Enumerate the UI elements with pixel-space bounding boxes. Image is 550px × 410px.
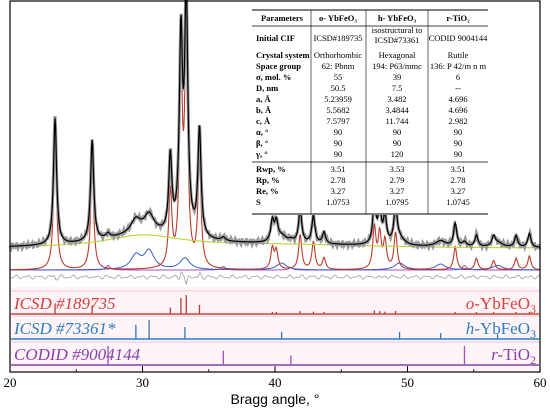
table-cell-12-r: 2.78: [451, 175, 466, 185]
calculated-curve: [9, 0, 541, 248]
table-cell-13-label: Re, %: [256, 186, 279, 196]
table-cell-4-h: 7.5: [392, 83, 403, 93]
h-phase-profile: [9, 248, 540, 271]
table-cell-2-label: Space group: [256, 61, 301, 71]
table-cell-5-o: 5.23959: [324, 94, 352, 104]
pattern-curves: [8, 0, 542, 285]
table-cell-8-r: 90: [454, 127, 463, 137]
table-cell-11-label: Rwp, %: [256, 164, 286, 174]
table-cell-3-h: 39: [393, 72, 402, 82]
table-cell-1-r: Rutile: [448, 50, 469, 60]
reference-rows: ICSD #189735 o-YbFeO3 ICSD #73361* h-YbFeO3…: [11, 290, 539, 367]
reference-phase-1: h-YbFeO3: [466, 319, 536, 341]
table-cell-10-label: γ, °: [255, 149, 268, 159]
table-cell-2-r: 136: P 42/m n m: [430, 61, 487, 71]
plot-bands: [11, 287, 539, 371]
table-cell-8-h: 90: [393, 127, 402, 137]
table-cell-11-h: 3.53: [390, 164, 405, 174]
table-cell-2-o: 62: Pbnm: [322, 61, 355, 71]
table-cell-5-h: 3.482: [387, 94, 406, 104]
table-cell-0-o: ICSD#189735: [313, 33, 362, 43]
table-cell-14-o: 1.0753: [326, 197, 349, 207]
table-cell-0-r: CODID 9004144: [429, 33, 489, 43]
table-cell-7-r: 2.982: [448, 116, 467, 126]
table-cell-9-label: β, °: [256, 138, 268, 148]
table-cell-13-h: 3.27: [390, 186, 405, 196]
table-cell-0-h-line2: ICSD#73361: [375, 35, 420, 45]
reference-tag-2: CODID #9004144: [14, 345, 141, 364]
table-cell-6-r: 4.696: [448, 105, 467, 115]
table-header-o-phase: o- YbFeO₃: [319, 13, 357, 23]
x-axis-label: Bragg angle, °: [231, 391, 320, 407]
table-cell-11-r: 3.51: [451, 164, 466, 174]
table-cell-10-h: 120: [391, 149, 404, 159]
reference-band: [11, 287, 539, 371]
table-cell-6-label: b, Å: [256, 105, 272, 115]
table-cell-8-label: α, °: [256, 127, 268, 137]
table-cell-14-h: 1.0795: [385, 197, 408, 207]
table-cell-0-h: isostructural to: [372, 25, 423, 35]
table-cell-3-o: 55: [334, 72, 343, 82]
table-cell-1-h: Hexagonal: [379, 50, 416, 60]
table-cell-13-o: 3.27: [331, 186, 346, 196]
table-cell-5-label: a, Å: [256, 94, 272, 104]
table-cell-4-o: 50.5: [331, 83, 346, 93]
x-tick-label-50: 50: [401, 375, 414, 390]
x-tick-label-30: 30: [136, 375, 149, 390]
table-background: [252, 9, 488, 215]
table-cell-9-r: 90: [454, 138, 463, 148]
background-curve: [9, 234, 540, 249]
table-cell-3-label: σ, mol. %: [256, 72, 291, 82]
table-cell-11-o: 3.51: [331, 164, 346, 174]
table-header-parameters: Parameters: [261, 13, 304, 23]
x-tick-label-20: 20: [4, 375, 17, 390]
table-cell-6-o: 5.5682: [326, 105, 349, 115]
table-cell-14-label: S: [256, 197, 261, 207]
table-cell-6-h: 3.4844: [385, 105, 409, 115]
difference-curve: [9, 271, 541, 285]
table-cell-4-r: --: [455, 83, 461, 93]
table-cell-10-o: 90: [334, 149, 343, 159]
table-cell-10-r: 90: [454, 149, 463, 159]
x-tick-label-40: 40: [269, 375, 282, 390]
x-axis-ticks: 20 30 40 50 60: [4, 366, 547, 390]
x-tick-label-60: 60: [534, 375, 547, 390]
table-cell-12-o: 2.78: [331, 175, 346, 185]
reference-tag-0: ICSD #189735: [13, 294, 116, 313]
table-cell-8-o: 90: [334, 127, 343, 137]
table-cell-7-h: 11.744: [385, 116, 409, 126]
table-cell-0-label: Initial CIF: [256, 33, 295, 43]
table-cell-1-label: Crystal system: [256, 50, 310, 60]
table-cell-12-label: Rp, %: [256, 175, 280, 185]
reference-phase-2: r-TiO2: [491, 345, 536, 367]
reference-tag-1: ICSD #73361*: [13, 319, 116, 338]
table-cell-7-label: c, Å: [256, 116, 271, 126]
table-cell-7-o: 7.5797: [326, 116, 349, 126]
table-cell-9-h: 90: [393, 138, 402, 148]
table-cell-5-r: 4.696: [448, 94, 467, 104]
table-cell-3-r: 6: [456, 72, 460, 82]
o-phase-profile: [9, 23, 541, 271]
table-header-r-phase: r-TiO₂: [446, 13, 470, 23]
table-cell-9-o: 90: [334, 138, 343, 148]
reference-phase-0: o-YbFeO3: [466, 294, 536, 316]
table-cell-2-h: 194: P63/mmc: [372, 61, 422, 71]
table-cell-4-label: D, nm: [256, 83, 278, 93]
table-header-h-phase: h- YbFeO₃: [378, 13, 417, 23]
table-rows: Initial CIF ICSD#189735 isostructural toIC…: [255, 25, 488, 207]
table-cell-12-h: 2.79: [390, 175, 405, 185]
parameters-table: Parameters o- YbFeO₃ h- YbFeO₃ r-TiO₂ In…: [252, 9, 488, 215]
table-cell-14-r: 1.0745: [446, 197, 469, 207]
table-cell-13-r: 3.27: [451, 186, 466, 196]
table-cell-1-o: Orthorhombic: [314, 50, 362, 60]
